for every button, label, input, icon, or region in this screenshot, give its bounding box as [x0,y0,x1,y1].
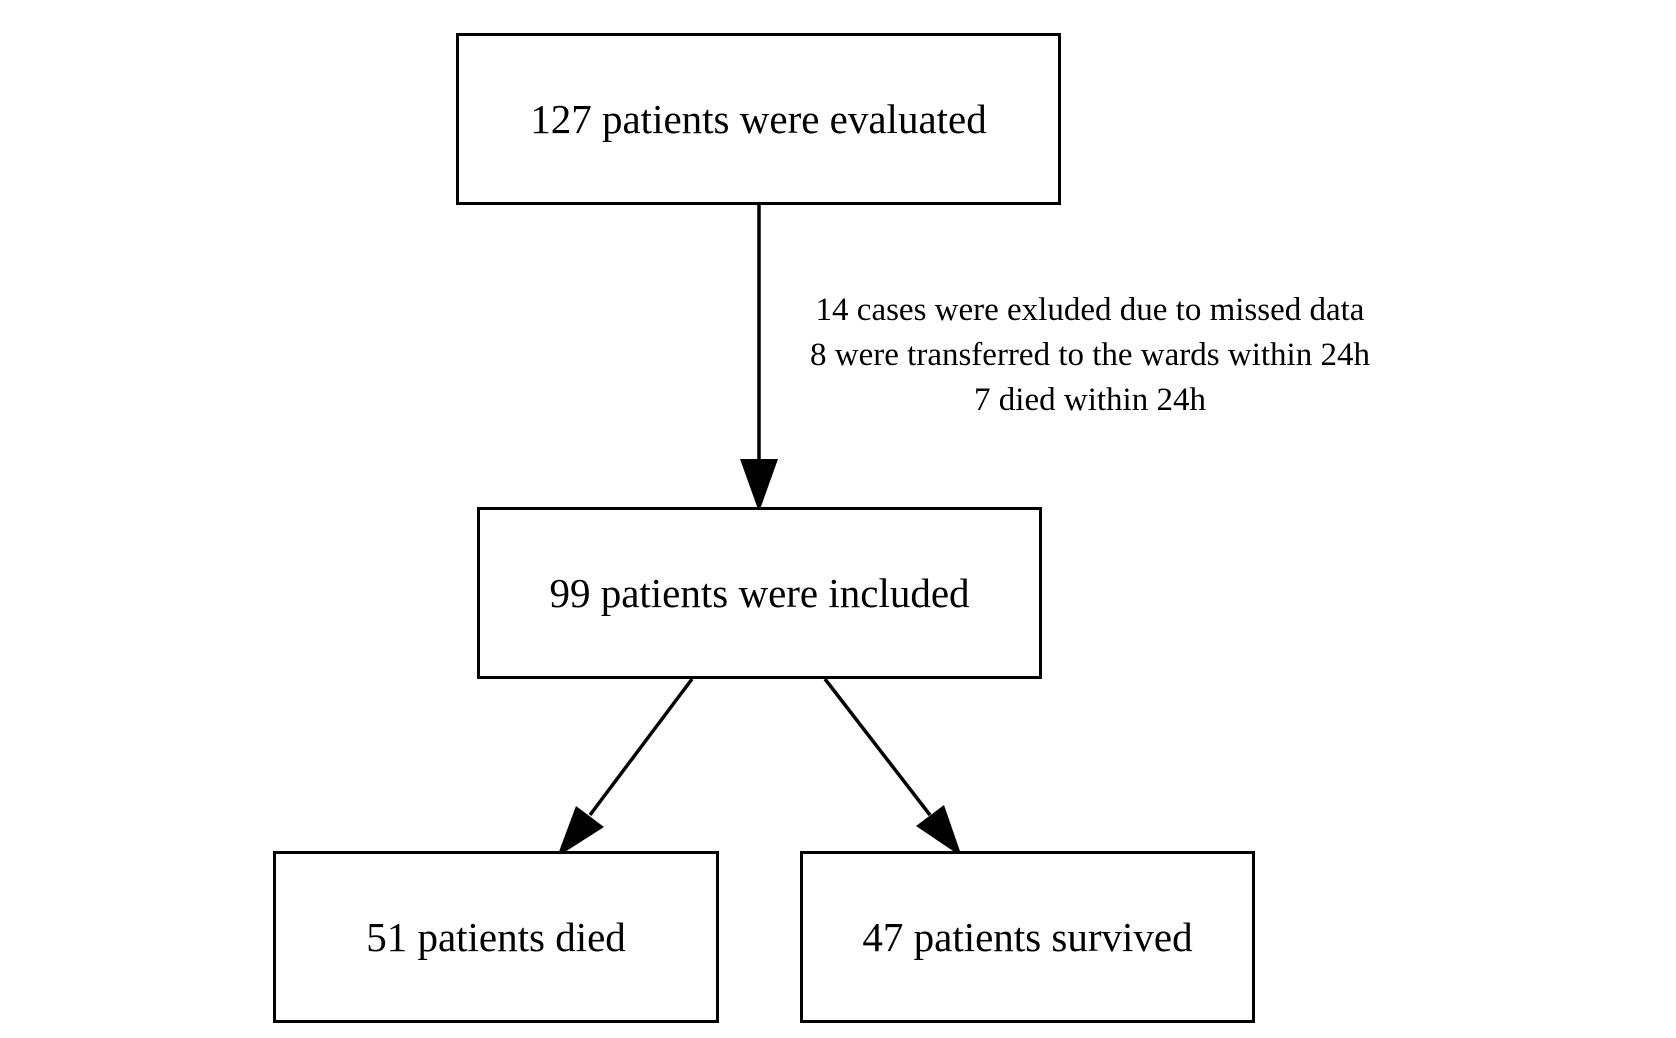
node-died: 51 patients died [273,851,719,1023]
node-survived-label: 47 patients survived [862,914,1193,960]
node-survived: 47 patients survived [800,851,1255,1023]
node-died-label: 51 patients died [366,914,626,960]
exclusion-line-missed-data: 14 cases were exluded due to missed data [815,292,1365,328]
arrow-included-to-survived [823,677,962,857]
arrow-evaluated-to-included [740,205,778,512]
node-included: 99 patients were included [477,507,1042,679]
node-evaluated-label: 127 patients were evaluated [530,96,987,142]
node-included-label: 99 patients were included [549,570,970,616]
exclusion-line-died-24h: 7 died within 24h [974,382,1206,418]
exclusion-label: 14 cases were exluded due to missed data… [770,288,1410,423]
node-evaluated: 127 patients were evaluated [456,33,1061,205]
exclusion-line-transferred: 8 were transferred to the wards within 2… [810,337,1370,373]
arrow-included-to-died [557,677,694,857]
